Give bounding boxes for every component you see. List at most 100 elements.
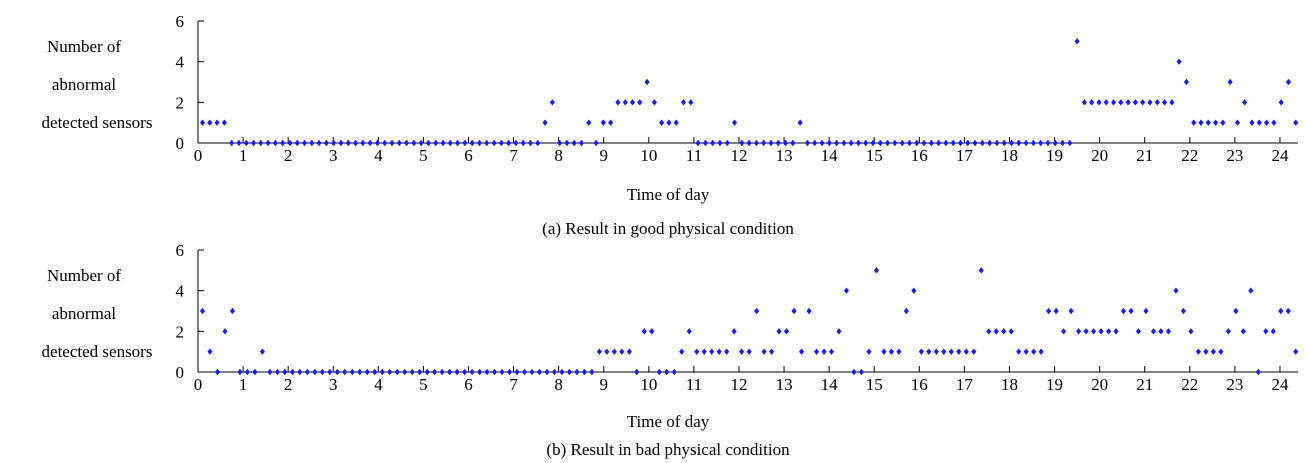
data-point — [1154, 99, 1160, 106]
data-point — [589, 368, 595, 376]
y-axis-label-line: Number of — [47, 37, 121, 56]
data-point — [950, 139, 956, 147]
data-point — [834, 139, 840, 147]
data-point — [739, 139, 745, 147]
data-point — [656, 368, 662, 376]
data-point — [1255, 368, 1261, 376]
y-tick-label: 2 — [176, 93, 185, 112]
data-point — [1061, 328, 1067, 335]
data-point — [536, 368, 543, 376]
data-point — [394, 368, 400, 376]
data-point — [243, 139, 249, 147]
data-point — [694, 348, 700, 355]
data-point — [753, 139, 759, 147]
data-point — [731, 328, 737, 335]
data-point — [1001, 139, 1007, 147]
data-point — [1285, 78, 1292, 86]
data-point — [828, 348, 835, 355]
data-point — [1132, 99, 1138, 106]
data-point — [619, 348, 625, 355]
x-tick-label: 9 — [599, 146, 608, 165]
y-tick-label: 4 — [176, 53, 185, 72]
x-tick-label: 3 — [329, 375, 338, 394]
data-point — [1205, 119, 1211, 126]
data-point — [851, 368, 857, 376]
data-point — [551, 368, 558, 376]
data-point — [327, 368, 333, 376]
data-point — [941, 348, 947, 355]
data-point — [1023, 139, 1029, 147]
data-point — [439, 368, 445, 376]
data-point — [1161, 99, 1168, 106]
data-point — [702, 139, 708, 147]
data-point — [1023, 348, 1029, 355]
data-point — [214, 368, 221, 376]
data-point — [1225, 328, 1231, 335]
data-point — [417, 368, 423, 376]
data-point — [896, 348, 902, 355]
data-point — [1293, 119, 1299, 126]
data-point — [402, 368, 408, 376]
data-point — [1083, 328, 1089, 335]
data-point — [659, 119, 665, 126]
data-point — [207, 119, 213, 126]
data-point — [578, 139, 585, 147]
data-point — [484, 139, 490, 147]
data-point — [1103, 99, 1109, 106]
data-point — [1105, 328, 1112, 335]
data-point — [364, 368, 370, 376]
data-point — [267, 368, 273, 376]
data-point — [1227, 78, 1233, 86]
data-point — [455, 139, 461, 147]
data-point — [914, 139, 920, 147]
data-point — [798, 348, 805, 355]
data-point — [783, 139, 789, 147]
data-point — [222, 328, 228, 335]
data-point — [1038, 348, 1044, 355]
data-point — [499, 368, 505, 376]
data-point — [342, 368, 348, 376]
data-point — [389, 139, 395, 147]
data-point — [797, 119, 803, 126]
data-point — [626, 348, 632, 355]
data-point — [888, 348, 894, 355]
data-point — [301, 139, 308, 147]
data-point — [1096, 99, 1102, 106]
x-tick-label: 6 — [464, 375, 473, 394]
data-point — [506, 368, 513, 376]
data-point — [1180, 307, 1186, 315]
data-point — [514, 368, 520, 376]
data-point — [199, 119, 206, 126]
data-point — [462, 139, 468, 147]
data-point — [1074, 38, 1080, 45]
x-tick-label: 14 — [821, 375, 839, 394]
data-point — [1031, 348, 1037, 355]
data-point — [671, 368, 677, 376]
data-point — [804, 139, 810, 147]
x-tick-label: 7 — [509, 375, 518, 394]
chart-panel-b: Number of abnormal detected sensors 0246… — [42, 241, 1299, 459]
data-point — [404, 139, 410, 147]
x-tick-label: 19 — [1046, 375, 1063, 394]
data-point — [971, 348, 977, 355]
data-point — [287, 139, 293, 147]
data-point — [312, 368, 318, 376]
data-point — [1198, 119, 1204, 126]
data-point — [425, 139, 432, 147]
data-point — [911, 287, 917, 294]
data-point — [812, 139, 818, 147]
data-point — [644, 78, 650, 86]
data-point — [229, 307, 236, 315]
data-point — [1091, 328, 1097, 335]
data-point — [432, 368, 438, 376]
data-point — [686, 328, 692, 335]
data-point — [237, 368, 243, 376]
data-point — [1008, 139, 1015, 147]
data-point — [593, 139, 599, 147]
data-point — [304, 368, 310, 376]
x-tick-label: 17 — [956, 146, 974, 165]
data-point — [761, 139, 767, 147]
data-point — [372, 368, 378, 376]
data-point — [710, 139, 716, 147]
x-tick-label: 12 — [730, 146, 747, 165]
